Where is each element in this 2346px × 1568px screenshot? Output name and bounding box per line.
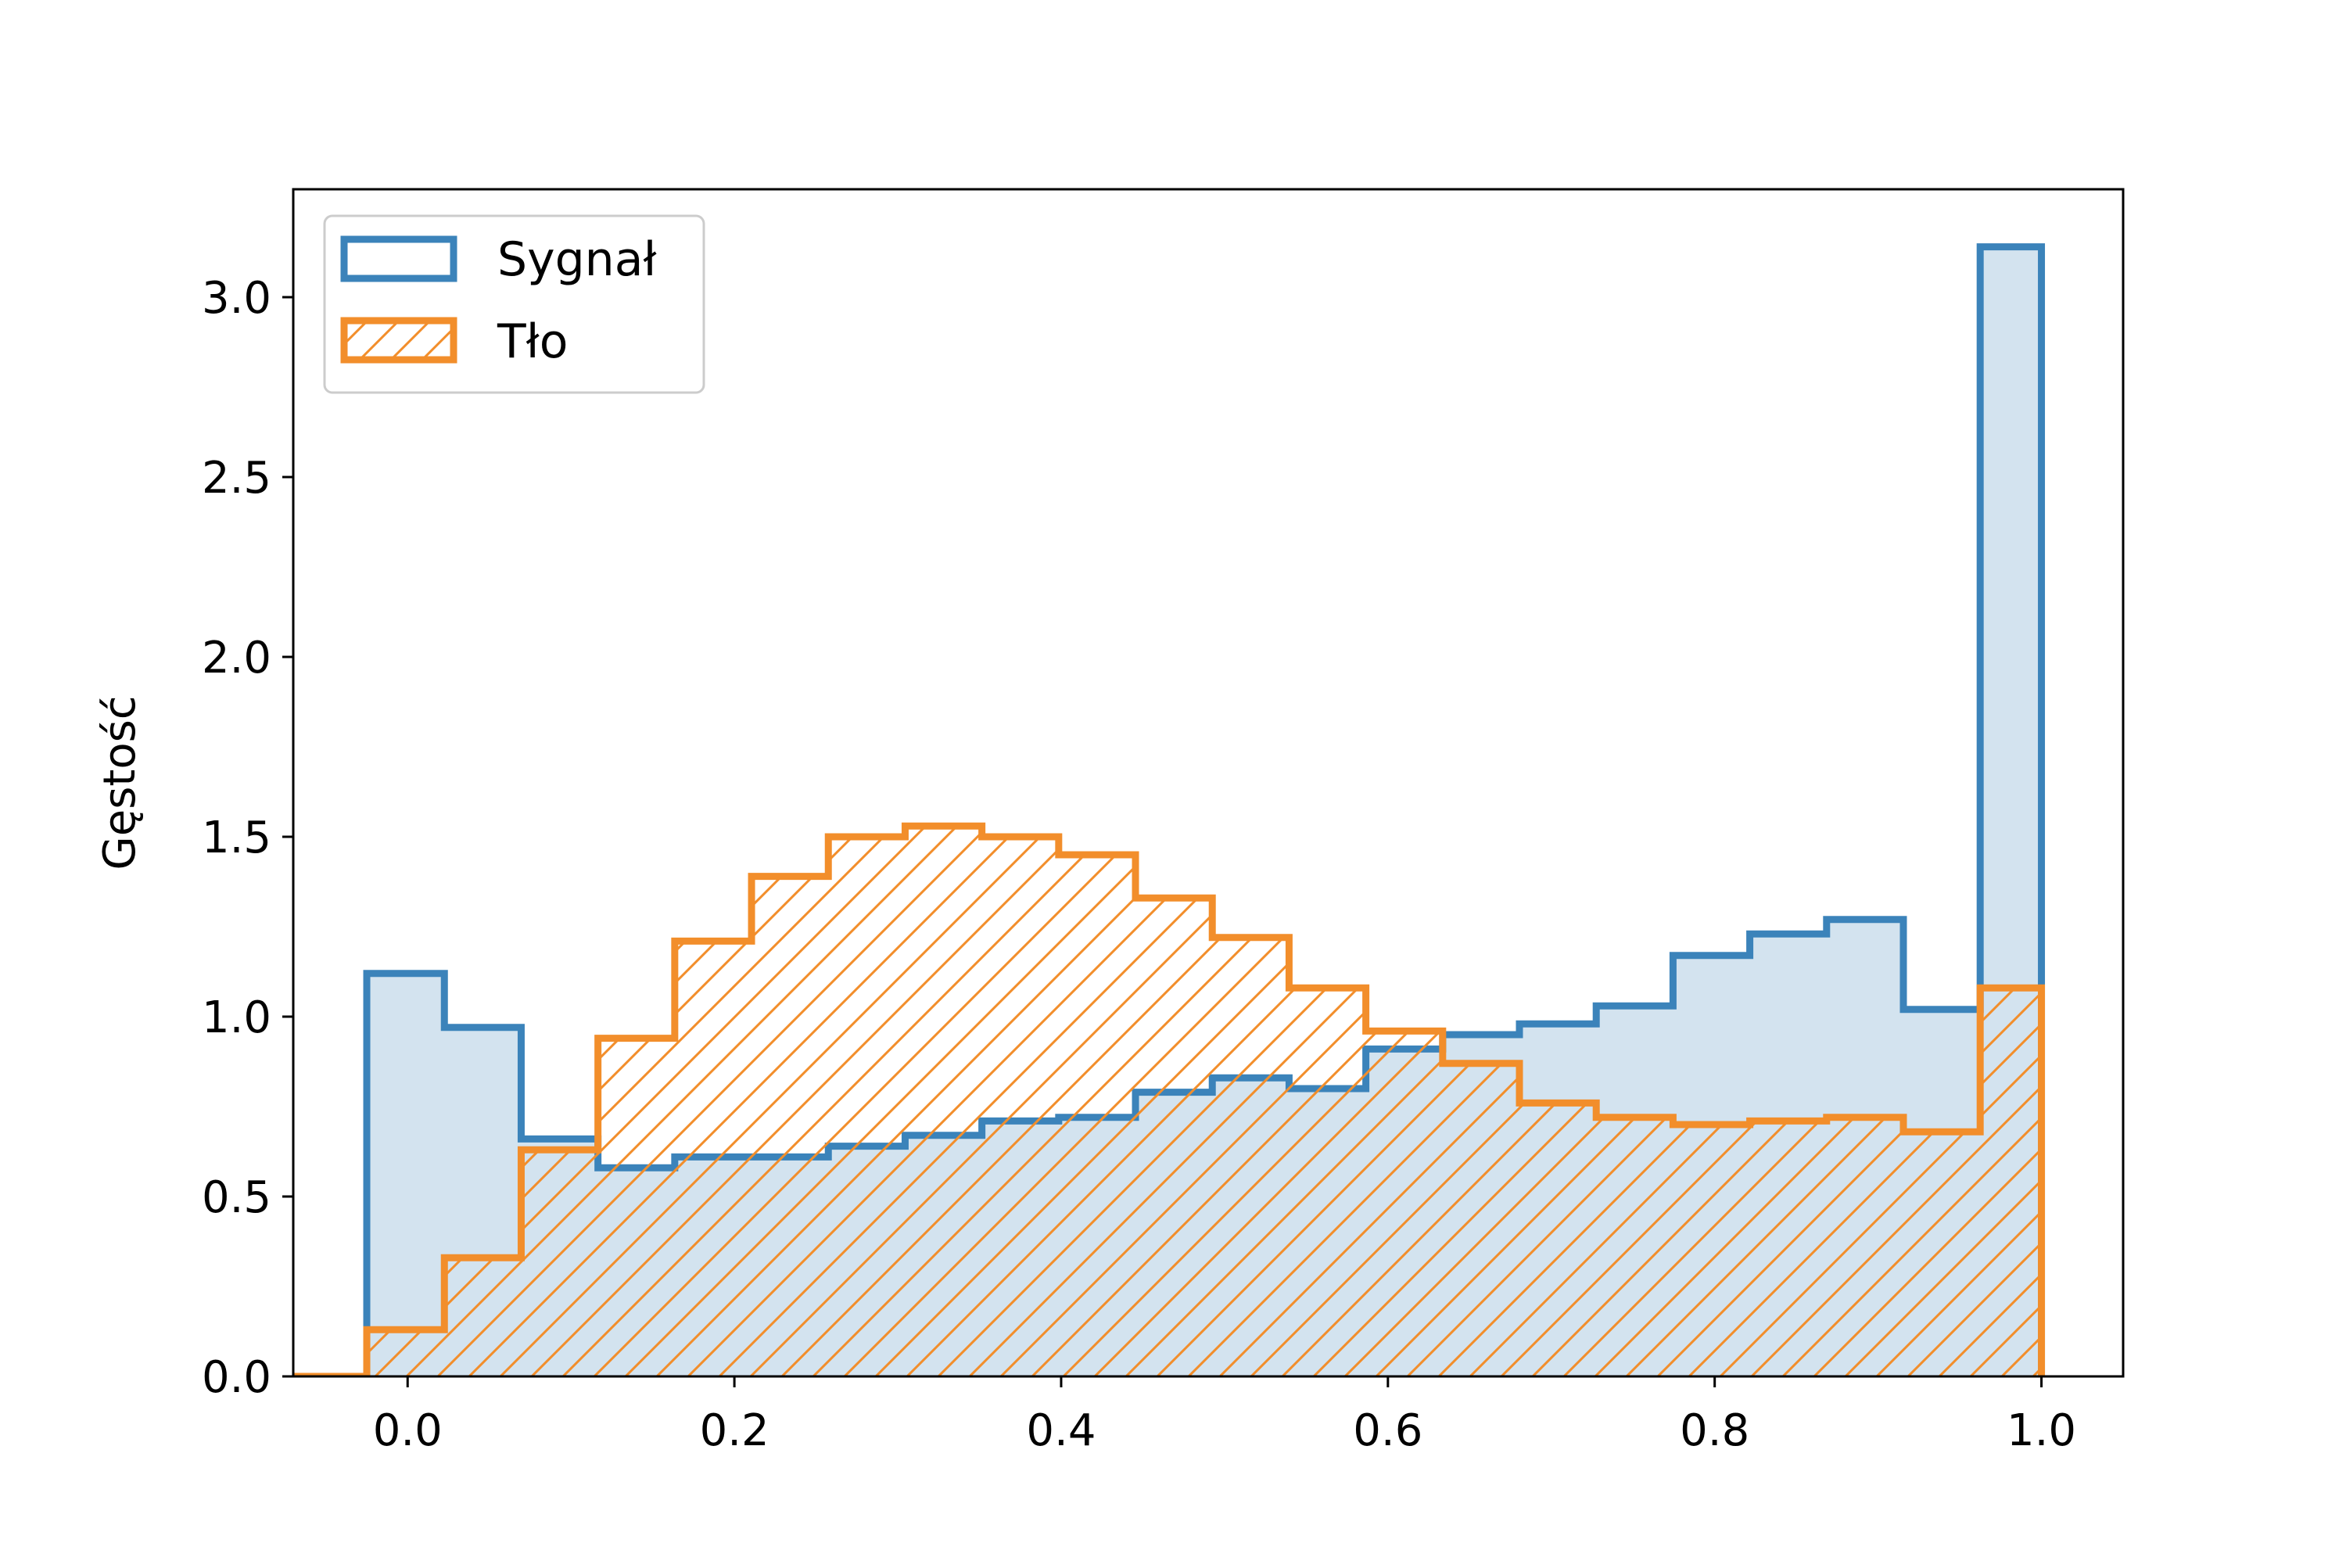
tlo-bar [1750,1121,1827,1376]
legend: Sygnał Tło [323,214,705,394]
tlo-bar [598,1039,675,1376]
y-tick-label: 2.0 [202,633,271,684]
sygnal-fill [367,246,2042,1376]
tlo-bar [1366,1031,1443,1376]
tlo-bar [444,1258,521,1376]
tlo-outline [293,822,2046,1376]
tlo-bar [752,877,828,1376]
tlo-bar [367,1329,444,1376]
tlo-hatch [367,826,2042,1376]
legend-swatch-tlo [340,317,457,364]
tlo-bar [1443,1064,1519,1376]
sygnal-bar [367,974,444,1376]
y-tick-label: 2.5 [202,453,271,504]
y-tick-label: 1.0 [202,992,271,1043]
legend-swatch-sygnal [340,235,457,282]
y-axis-ticks: 0.0 0.5 1.0 1.5 2.0 2.5 3.0 [202,273,293,1403]
legend-label-tlo: Tło [497,314,568,369]
tlo-bar [1980,988,2041,1376]
x-tick-label: 1.0 [2007,1405,2076,1456]
series-tlo [293,822,2046,1376]
tlo-bar [1289,988,1365,1376]
tlo-bar [1212,938,1289,1376]
y-tick-label: 1.5 [202,813,271,863]
tlo-bar [1059,855,1135,1376]
tlo-bar [828,837,905,1376]
tlo-bar [982,837,1059,1376]
x-tick-label: 0.2 [700,1405,769,1456]
y-axis-label: Gęstość [95,695,145,870]
y-tick-label: 0.0 [202,1352,271,1403]
axes-frame [292,188,2125,1378]
plot-area [293,243,2046,1376]
x-tick-label: 0.6 [1353,1405,1422,1456]
x-tick-label: 0.4 [1026,1405,1096,1456]
x-tick-label: 0.0 [373,1405,443,1456]
tlo-bar [1827,1118,1903,1376]
tlo-bar [1903,1132,1980,1376]
x-tick-label: 0.8 [1680,1405,1749,1456]
tlo-bar [1519,1103,1596,1376]
tlo-bar [1673,1125,1749,1376]
tlo-bar [1596,1118,1673,1376]
legend-label-sygnal: Sygnał [497,232,657,287]
tlo-bar [1135,898,1212,1376]
y-tick-label: 0.5 [202,1172,271,1223]
tlo-bar [675,941,752,1376]
tlo-bar [521,1150,597,1376]
tlo-bar [905,826,981,1376]
y-tick-label: 3.0 [202,273,271,324]
x-axis-ticks: 0.0 0.2 0.4 0.6 0.8 1.0 [373,1376,2076,1456]
